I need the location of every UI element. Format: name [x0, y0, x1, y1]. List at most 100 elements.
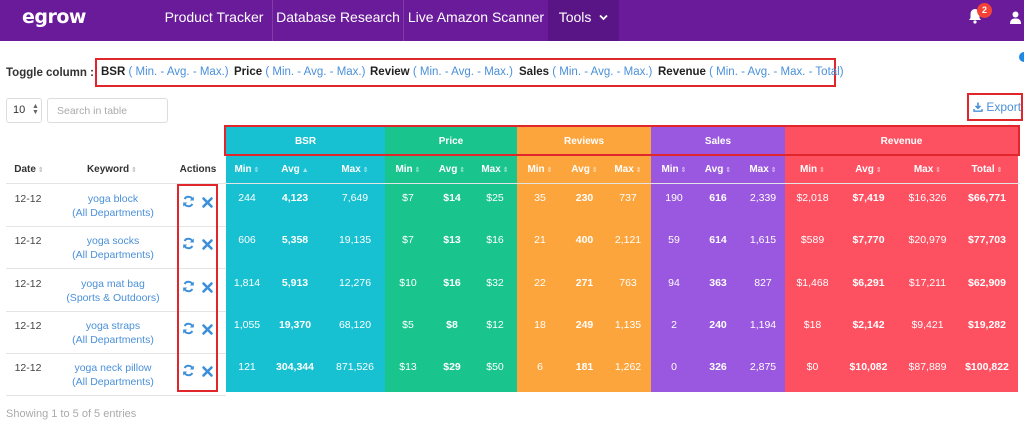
- column-header-bsr-max[interactable]: Max ⇕: [325, 156, 385, 184]
- keyword-category[interactable]: (Sports & Outdoors): [66, 292, 160, 304]
- column-header-price-min[interactable]: Min ⇕: [386, 156, 430, 184]
- keyword-text[interactable]: yoga mat bag: [81, 278, 145, 290]
- refresh-icon[interactable]: [182, 195, 195, 208]
- column-header-revenue-avg[interactable]: Avg ⇕: [840, 156, 897, 184]
- cell-revenue-total: $62,909: [968, 277, 1006, 289]
- keyword-category[interactable]: (All Departments): [72, 376, 154, 388]
- cell-bsr-avg: 5,358: [281, 234, 309, 246]
- column-header-sales-max[interactable]: Max ⇕: [741, 156, 785, 184]
- column-header-bsr-avg[interactable]: Avg ▲: [266, 156, 324, 184]
- keyword-category[interactable]: (All Departments): [72, 249, 154, 261]
- user-icon[interactable]: [1010, 11, 1021, 24]
- keyword-text[interactable]: yoga neck pillow: [74, 362, 152, 374]
- toggle-sales[interactable]: Sales ( Min. - Avg. - Max.): [519, 66, 652, 78]
- cell-sales-max: 1,615: [749, 234, 777, 246]
- refresh-icon[interactable]: [182, 280, 195, 293]
- toggle-review[interactable]: Review ( Min. - Avg. - Max.): [370, 66, 513, 78]
- column-header-date[interactable]: Date ⇕: [7, 156, 51, 184]
- keyword-link[interactable]: yoga socks (All Departments): [54, 234, 172, 262]
- keyword-category[interactable]: (All Departments): [72, 207, 154, 219]
- cell-sales-min: 2: [671, 319, 677, 331]
- column-header-revenue-max[interactable]: Max ⇕: [898, 156, 957, 184]
- keyword-link[interactable]: yoga neck pillow (All Departments): [54, 361, 172, 389]
- cell-sales-min: 190: [665, 192, 683, 204]
- cell-sales-min: 59: [668, 234, 680, 246]
- delete-icon[interactable]: [201, 365, 214, 378]
- row-date: 12-12: [14, 193, 42, 205]
- header-metric-label: Min: [661, 164, 679, 175]
- column-header-keyword[interactable]: Keyword ⇕: [54, 156, 170, 184]
- column-header-revenue-total[interactable]: Total ⇕: [958, 156, 1016, 184]
- nav-live-amazon-scanner[interactable]: Live Amazon Scanner: [407, 9, 545, 25]
- row-date: 12-12: [14, 362, 42, 374]
- cell-reviews-min: 18: [534, 319, 546, 331]
- cell-revenue-max: $9,421: [911, 319, 944, 331]
- sort-icon: ⇕: [591, 167, 598, 174]
- column-header-sales-min[interactable]: Min ⇕: [652, 156, 696, 184]
- cell-sales-avg: 616: [709, 192, 727, 204]
- toggle-price-options[interactable]: ( Min. - Avg. - Max.): [265, 66, 366, 78]
- toggle-revenue[interactable]: Revenue ( Min. - Avg. - Max. - Total): [658, 66, 844, 78]
- cell-reviews-avg: 271: [575, 277, 594, 289]
- cell-bsr-min: 1,055: [233, 319, 261, 331]
- row-divider: [6, 268, 226, 269]
- header-metric-label: Min: [527, 164, 545, 175]
- chevron-down-icon: [599, 14, 608, 21]
- cell-revenue-max: $87,889: [908, 361, 947, 373]
- nav-product-tracker[interactable]: Product Tracker: [164, 9, 264, 25]
- nav-tools-menu[interactable]: Tools: [548, 0, 619, 41]
- column-header-price-max[interactable]: Max ⇕: [473, 156, 517, 184]
- column-header-reviews-min[interactable]: Min ⇕: [518, 156, 562, 184]
- table-search-input[interactable]: Search in table: [47, 98, 168, 123]
- cell-revenue-max: $17,211: [908, 277, 947, 289]
- header-metric-label: Avg: [281, 164, 300, 175]
- delete-icon[interactable]: [201, 196, 214, 209]
- toggle-price[interactable]: Price ( Min. - Avg. - Max.): [234, 66, 365, 78]
- refresh-icon[interactable]: [182, 364, 195, 377]
- column-header-revenue-min[interactable]: Min ⇕: [786, 156, 839, 184]
- header-metric-label: Total: [971, 164, 995, 175]
- sort-icon: ⇕: [635, 167, 642, 174]
- toggle-sales-options[interactable]: ( Min. - Avg. - Max.): [552, 66, 653, 78]
- sort-icon: ⇕: [362, 167, 369, 174]
- cell-sales-max: 2,339: [749, 192, 777, 204]
- keyword-link[interactable]: yoga straps (All Departments): [54, 319, 172, 347]
- cell-revenue-avg: $7,419: [852, 192, 885, 204]
- toggle-revenue-options[interactable]: ( Min. - Avg. - Max. - Total): [709, 66, 844, 78]
- keyword-text[interactable]: yoga socks: [86, 235, 140, 247]
- page-length-select[interactable]: 10: [6, 98, 42, 123]
- keyword-category[interactable]: (All Departments): [72, 334, 154, 346]
- column-header-bsr-min[interactable]: Min ⇕: [227, 156, 267, 184]
- toggle-bsr-options[interactable]: ( Min. - Avg. - Max.): [128, 66, 229, 78]
- delete-icon[interactable]: [201, 238, 214, 251]
- toggle-review-name: Review: [370, 66, 410, 78]
- refresh-icon[interactable]: [182, 237, 195, 250]
- keyword-link[interactable]: yoga block (All Departments): [54, 192, 172, 220]
- keyword-link[interactable]: yoga mat bag (Sports & Outdoors): [54, 277, 172, 305]
- help-dot-icon[interactable]: [1019, 52, 1024, 62]
- revenue-column-bg: [785, 156, 1018, 392]
- column-header-reviews-max[interactable]: Max ⇕: [606, 156, 650, 184]
- keyword-text[interactable]: yoga straps: [85, 320, 141, 332]
- column-header-price-avg[interactable]: Avg ⇕: [431, 156, 473, 184]
- cell-reviews-avg: 249: [575, 319, 594, 331]
- keyword-text[interactable]: yoga block: [87, 193, 139, 205]
- toggle-bsr[interactable]: BSR ( Min. - Avg. - Max.): [101, 66, 229, 78]
- column-header-sales-avg[interactable]: Avg ⇕: [696, 156, 740, 184]
- price-column-bg: [385, 156, 517, 392]
- delete-icon[interactable]: [201, 281, 214, 294]
- group-header-sales: Sales: [651, 127, 785, 156]
- export-button[interactable]: Export: [973, 100, 1021, 114]
- sort-icon: ⇕: [253, 167, 260, 174]
- egrow-logo[interactable]: egrow: [22, 6, 86, 28]
- column-header-reviews-avg[interactable]: Avg ⇕: [563, 156, 606, 184]
- cell-sales-max: 1,194: [749, 319, 777, 331]
- cell-bsr-avg: 19,370: [278, 319, 312, 331]
- refresh-icon[interactable]: [182, 322, 195, 335]
- delete-icon[interactable]: [201, 323, 214, 336]
- nav-database-research[interactable]: Database Research: [276, 9, 400, 25]
- cell-price-max: $25: [486, 192, 504, 204]
- toggle-review-options[interactable]: ( Min. - Avg. - Max.): [412, 66, 513, 78]
- cell-sales-min: 94: [668, 277, 680, 289]
- group-header-revenue: Revenue: [785, 127, 1018, 156]
